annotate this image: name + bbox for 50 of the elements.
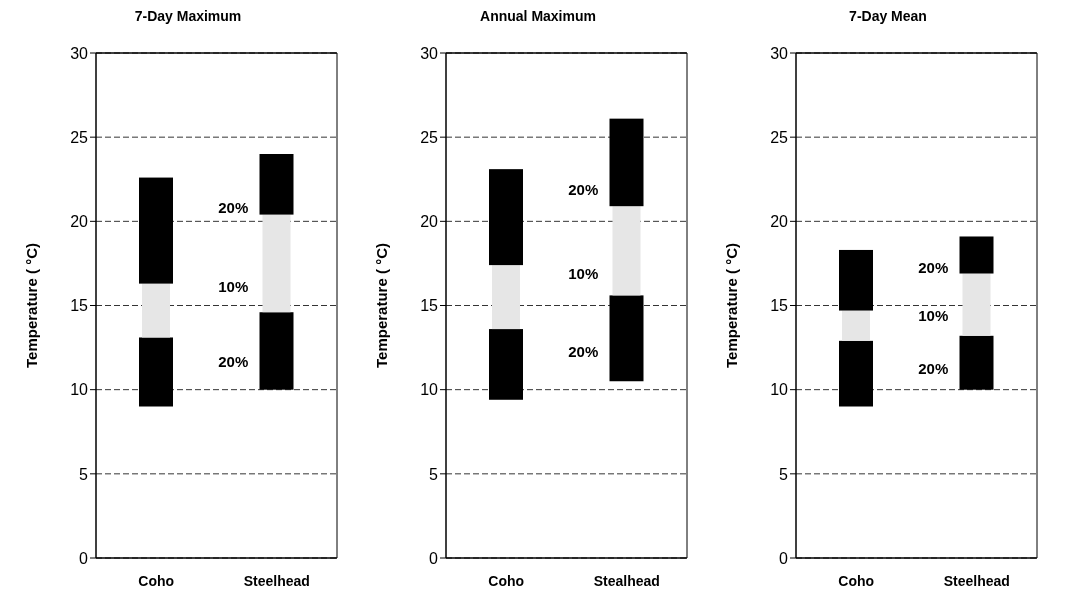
annotation: 10% <box>218 278 249 296</box>
y-tick-label: 5 <box>779 465 789 483</box>
y-tick-label: 15 <box>420 297 439 315</box>
y-tick-label: 30 <box>420 44 439 62</box>
annotation: 20% <box>218 198 249 216</box>
bar <box>612 206 641 296</box>
chart-title: Annual Maximum <box>479 8 597 26</box>
annotation: 20% <box>568 342 599 360</box>
bar <box>959 236 994 274</box>
chart-title: 7-Day Maximum <box>133 8 243 26</box>
y-tick-label: 5 <box>79 465 89 483</box>
y-tick-label: 15 <box>770 297 789 315</box>
y-tick-label: 25 <box>420 128 439 146</box>
y-tick-label: 30 <box>70 44 89 62</box>
chart-title: 7-Day Mean <box>848 8 928 26</box>
y-tick-label: 0 <box>79 549 89 567</box>
bar <box>142 283 170 338</box>
annotation: 20% <box>918 258 949 276</box>
bar <box>962 273 991 336</box>
annotation: 10% <box>918 306 949 324</box>
bar <box>259 154 294 215</box>
y-tick-label: 20 <box>770 213 789 231</box>
x-tick-label: Coho <box>488 572 525 589</box>
x-tick-label: Steelhead <box>943 572 1010 589</box>
y-tick-label: 0 <box>779 549 789 567</box>
bar <box>262 214 291 313</box>
annotation: 20% <box>918 359 949 377</box>
y-tick-label: 25 <box>70 128 89 146</box>
y-tick-label: 30 <box>770 44 789 62</box>
bar <box>842 310 870 341</box>
y-tick-label: 10 <box>420 381 439 399</box>
y-tick-label: 15 <box>70 297 89 315</box>
y-axis-title: Temperature ( °C) <box>723 243 741 368</box>
y-tick-label: 10 <box>770 381 789 399</box>
x-tick-label: Steelhead <box>243 572 310 589</box>
y-axis-title: Temperature ( °C) <box>23 243 41 368</box>
y-tick-label: 0 <box>429 549 439 567</box>
x-tick-label: Coho <box>838 572 875 589</box>
x-tick-label: Coho <box>138 572 175 589</box>
y-tick-label: 25 <box>770 128 789 146</box>
annotation: 20% <box>568 181 599 199</box>
annotation: 10% <box>568 265 599 283</box>
y-tick-label: 10 <box>70 381 89 399</box>
bar <box>492 265 520 330</box>
x-tick-label: Stealhead <box>593 572 660 589</box>
y-tick-label: 5 <box>429 465 439 483</box>
y-tick-label: 20 <box>70 213 89 231</box>
annotation: 20% <box>218 352 249 370</box>
y-tick-label: 20 <box>420 213 439 231</box>
y-axis-title: Temperature ( °C) <box>373 243 391 368</box>
